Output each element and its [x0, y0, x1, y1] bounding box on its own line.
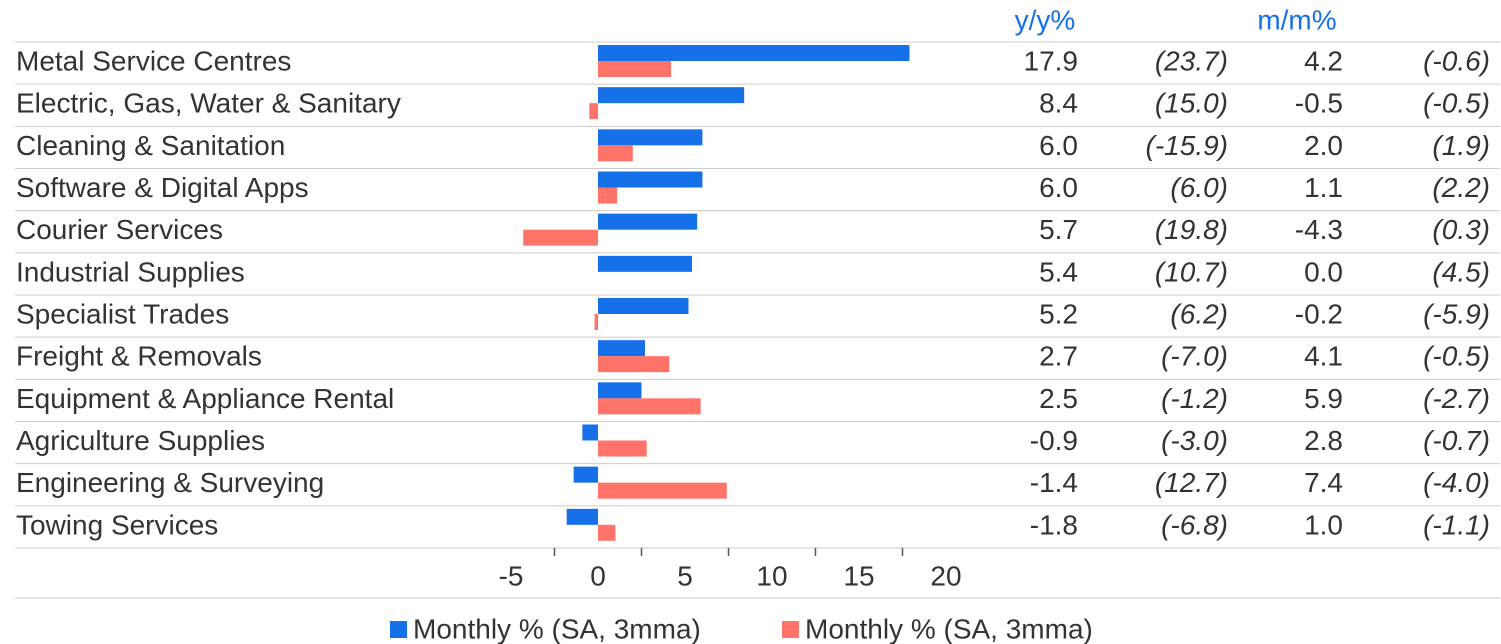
legend-swatch [390, 621, 407, 638]
paren-label: (-1.2) [1161, 383, 1228, 414]
bar [598, 356, 670, 373]
bar [598, 382, 642, 399]
x-tick-label: -5 [499, 560, 524, 591]
value-label: 0.0 [1304, 256, 1343, 287]
bar [598, 298, 689, 314]
category-label: Metal Service Centres [16, 45, 291, 76]
paren-label: (-0.6) [1423, 45, 1490, 76]
value-label: -1.8 [1030, 509, 1078, 540]
value-label: 2.8 [1304, 425, 1343, 456]
category-label: Freight & Removals [16, 341, 262, 372]
paren-label: (-4.0) [1423, 467, 1490, 498]
bar [598, 440, 647, 457]
bar [594, 314, 598, 330]
value-label: -1.4 [1030, 467, 1078, 498]
bar [573, 466, 598, 483]
paren-label: (-15.9) [1146, 130, 1228, 161]
paren-label: (23.7) [1155, 45, 1228, 76]
column-header: m/m% [1257, 4, 1336, 35]
paren-label: (-3.0) [1161, 425, 1228, 456]
bar [589, 103, 598, 120]
paren-label: (10.7) [1155, 256, 1228, 287]
paren-label: (6.2) [1170, 298, 1228, 329]
bar [598, 45, 910, 61]
bar [598, 524, 616, 541]
category-label: Engineering & Surveying [16, 467, 324, 498]
category-label: Courier Services [16, 214, 223, 245]
bar [598, 398, 701, 415]
paren-label: (0.3) [1432, 214, 1490, 245]
paren-label: (2.2) [1432, 172, 1490, 203]
x-tick-label: 15 [843, 560, 874, 591]
paren-label: (-1.1) [1423, 509, 1490, 540]
category-label: Specialist Trades [16, 298, 229, 329]
bar [598, 171, 703, 188]
value-label: 1.1 [1304, 172, 1343, 203]
value-label: 6.0 [1039, 172, 1078, 203]
value-label: 1.0 [1304, 509, 1343, 540]
bar [598, 187, 618, 204]
value-label: 4.2 [1304, 45, 1343, 76]
value-label: -4.3 [1295, 214, 1343, 245]
value-label: -0.9 [1030, 425, 1078, 456]
bar [598, 482, 727, 499]
bar [598, 213, 698, 230]
paren-label: (-5.9) [1423, 298, 1490, 329]
paren-label: (12.7) [1155, 467, 1228, 498]
column-header: y/y% [1015, 4, 1076, 35]
legend-swatch [782, 621, 799, 638]
paren-label: (-2.7) [1423, 383, 1490, 414]
value-label: 5.4 [1039, 256, 1078, 287]
value-label: 2.5 [1039, 383, 1078, 414]
legend-label: Monthly % (SA, 3mma) [413, 613, 701, 644]
value-label: -0.2 [1295, 298, 1343, 329]
bar [582, 424, 598, 441]
value-label: 5.9 [1304, 383, 1343, 414]
bar [523, 229, 598, 246]
paren-label: (4.5) [1432, 256, 1490, 287]
category-label: Towing Services [16, 509, 218, 540]
bar [598, 129, 703, 146]
x-tick-label: 10 [756, 560, 787, 591]
category-label: Electric, Gas, Water & Sanitary [16, 88, 401, 119]
x-tick-label: 20 [930, 560, 961, 591]
category-label: Agriculture Supplies [16, 425, 265, 456]
bar [598, 340, 645, 357]
value-label: 4.1 [1304, 341, 1343, 372]
bar [598, 145, 633, 162]
category-label: Software & Digital Apps [16, 172, 309, 203]
paren-label: (15.0) [1155, 88, 1228, 119]
bar [598, 87, 745, 104]
paren-label: (19.8) [1155, 214, 1228, 245]
category-label: Equipment & Appliance Rental [16, 383, 394, 414]
category-label: Industrial Supplies [16, 256, 245, 287]
value-label: 7.4 [1304, 467, 1343, 498]
category-label: Cleaning & Sanitation [16, 130, 285, 161]
paren-label: (-0.5) [1423, 88, 1490, 119]
value-label: 2.0 [1304, 130, 1343, 161]
x-tick-label: 0 [590, 560, 606, 591]
value-label: 6.0 [1039, 130, 1078, 161]
paren-label: (-0.7) [1423, 425, 1490, 456]
bar [598, 255, 692, 272]
paren-label: (1.9) [1432, 130, 1490, 161]
paren-label: (-6.8) [1161, 509, 1228, 540]
x-tick-label: 5 [677, 560, 693, 591]
legend-label: Monthly % (SA, 3mma) [805, 613, 1093, 644]
value-label: 17.9 [1024, 45, 1079, 76]
paren-label: (-0.5) [1423, 341, 1490, 372]
value-label: 8.4 [1039, 88, 1078, 119]
value-label: 2.7 [1039, 341, 1078, 372]
value-label: 5.2 [1039, 298, 1078, 329]
value-label: 5.7 [1039, 214, 1078, 245]
bar [566, 508, 598, 525]
paren-label: (6.0) [1170, 172, 1228, 203]
value-label: -0.5 [1295, 88, 1343, 119]
bar [598, 61, 672, 77]
paren-label: (-7.0) [1161, 341, 1228, 372]
